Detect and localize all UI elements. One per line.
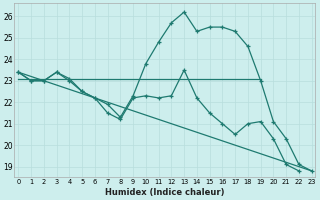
- X-axis label: Humidex (Indice chaleur): Humidex (Indice chaleur): [105, 188, 225, 197]
